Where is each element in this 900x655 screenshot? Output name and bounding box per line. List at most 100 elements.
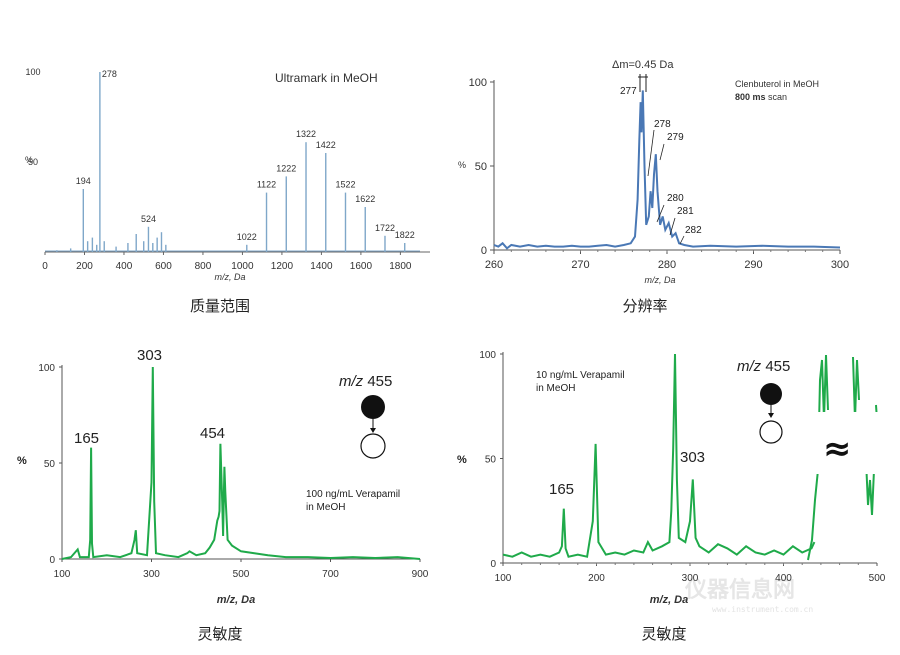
c3-y-tick-label: 50 [44,459,56,470]
c4-fragment-icon [759,383,783,444]
c4-x-tick-label: 100 [495,573,512,584]
c2-spectrum-line [493,90,841,250]
c4-note-line1: 10 ng/mL Verapamil [536,370,625,381]
c1-peak-label: 1422 [316,140,336,150]
c1-peak-label: 1322 [296,129,316,139]
c2-peak-label: 282 [685,225,702,236]
c2-peak-label: 279 [667,132,684,143]
c1-title: Ultramark in MeOH [275,71,378,85]
c1-y-tick-label: 50 [28,157,38,167]
c3-x-tick-label: 700 [322,569,339,580]
c4-mz-label: m/z 455 [737,358,790,375]
caption-resolution: 分辨率 [622,297,667,315]
c4-x-tick-label: 300 [682,573,699,584]
c4-x-tick-label: 200 [588,573,605,584]
chart-mass-range: 0 200 400 600 800 1000 1200 1400 1600 1800 100 50 1… [25,67,430,315]
c3-note-line2: in MeOH [306,502,345,513]
c1-peak-label: 1522 [335,180,355,190]
c3-peak-label: 454 [200,425,225,442]
c2-peak-labels: 277 278 279 280 281 282 [620,86,702,245]
c1-xlabel: m/z, Da [214,272,245,282]
c2-y-tick-label: 100 [469,77,487,89]
c3-spectrum-line [61,366,421,560]
c4-peak-label: 165 [549,481,574,498]
c1-x-tick-label: 1200 [271,261,294,272]
c3-y-tick-label: 100 [38,363,55,374]
c1-x-tick-label: 600 [155,261,172,272]
caption-sensitivity-2: 灵敏度 [641,625,686,643]
c4-x-tick-label: 400 [775,573,792,584]
c3-y-tick-label: 0 [49,555,55,566]
c1-x-tick-label: 1600 [350,261,373,272]
caption-mass-range: 质量范围 [190,297,250,315]
c2-peak-label: 281 [677,206,694,217]
c2-peak-label: 277 [620,86,637,97]
c4-mz-italic: m/z [737,358,762,375]
c2-xlabel: m/z, Da [644,275,675,285]
c4-ylabel: % [457,454,467,466]
c4-mz-value: 455 [761,358,790,375]
c1-axes: 0 200 400 600 800 1000 1200 1400 1600 1800 100 50 [25,67,430,272]
watermark: 仪器信息网 www.instrument.com.cn [684,577,813,614]
c3-peak-label: 165 [74,430,99,447]
c2-delta-label: Δm=0.45 Da [612,59,674,71]
watermark-sub: www.instrument.com.cn [712,605,813,614]
c3-x-tick-label: 300 [143,569,160,580]
c2-y-tick-label: 0 [481,245,487,257]
c3-mz-italic: m/z [339,373,364,390]
c1-peak-label: 1722 [375,223,395,233]
c1-x-tick-label: 1800 [389,261,412,272]
c1-x-tick-label: 0 [42,261,48,272]
c3-x-tick-label: 500 [233,569,250,580]
c3-note-line1: 100 ng/mL Verapamil [306,489,400,500]
c2-x-tick-label: 280 [658,259,676,271]
c4-break-mask [812,412,890,474]
c1-peak-label: 278 [102,69,117,79]
caption-sensitivity-1: 灵敏度 [197,625,242,643]
c2-x-tick-label: 270 [571,259,589,271]
c1-x-tick-label: 800 [195,261,212,272]
c1-x-tick-label: 200 [76,261,93,272]
c3-fragment-icon [360,395,386,459]
c4-y-tick-label: 100 [479,350,496,361]
c3-mz-value: 455 [363,373,392,390]
c4-x-tick-label: 500 [869,573,886,584]
c1-x-tick-label: 400 [116,261,133,272]
c4-clipped-region [807,354,878,561]
c2-subtitle: 800 ms scan [735,92,787,102]
c1-y-tick-label: 100 [25,67,40,77]
chart-resolution: 260 270 280 290 300 100 50 0 Δm=0.45 Da Clenbut… [458,59,849,315]
c1-peak-label: 1022 [237,232,257,242]
c2-x-tick-label: 290 [744,259,762,271]
c1-peak-label: 1222 [276,163,296,173]
c4-y-tick-label: 0 [490,559,496,570]
c4-spectrum-line [502,353,816,558]
c4-note-line2: in MeOH [536,383,575,394]
c3-mz-label: m/z 455 [339,373,392,390]
c2-x-tick-label: 260 [485,259,503,271]
c1-peak-label: 194 [76,176,91,186]
c2-x-tick-label: 300 [831,259,849,271]
c3-xlabel: m/z, Da [217,594,256,606]
c1-peak-label: 1622 [355,194,375,204]
c4-peak-label: 303 [680,449,705,466]
c1-peak-label: 1122 [257,180,276,190]
c2-y-tick-label: 50 [475,161,487,173]
c3-peak-label: 303 [137,347,162,364]
c2-title: Clenbuterol in MeOH [735,79,819,89]
c3-x-tick-label: 100 [54,569,71,580]
c1-peaks [45,72,420,252]
c2-peak-label: 280 [667,193,684,204]
watermark-main: 仪器信息网 [684,577,795,603]
c2-delta-marker [638,74,648,92]
c2-subtitle-rest: scan [766,92,788,102]
c4-xlabel: m/z, Da [650,594,689,606]
c1-x-tick-label: 1400 [310,261,333,272]
c4-break-symbol: ≈ [823,429,852,469]
c2-axes: 260 270 280 290 300 100 50 0 [469,77,850,271]
c2-peak-label: 278 [654,119,671,130]
